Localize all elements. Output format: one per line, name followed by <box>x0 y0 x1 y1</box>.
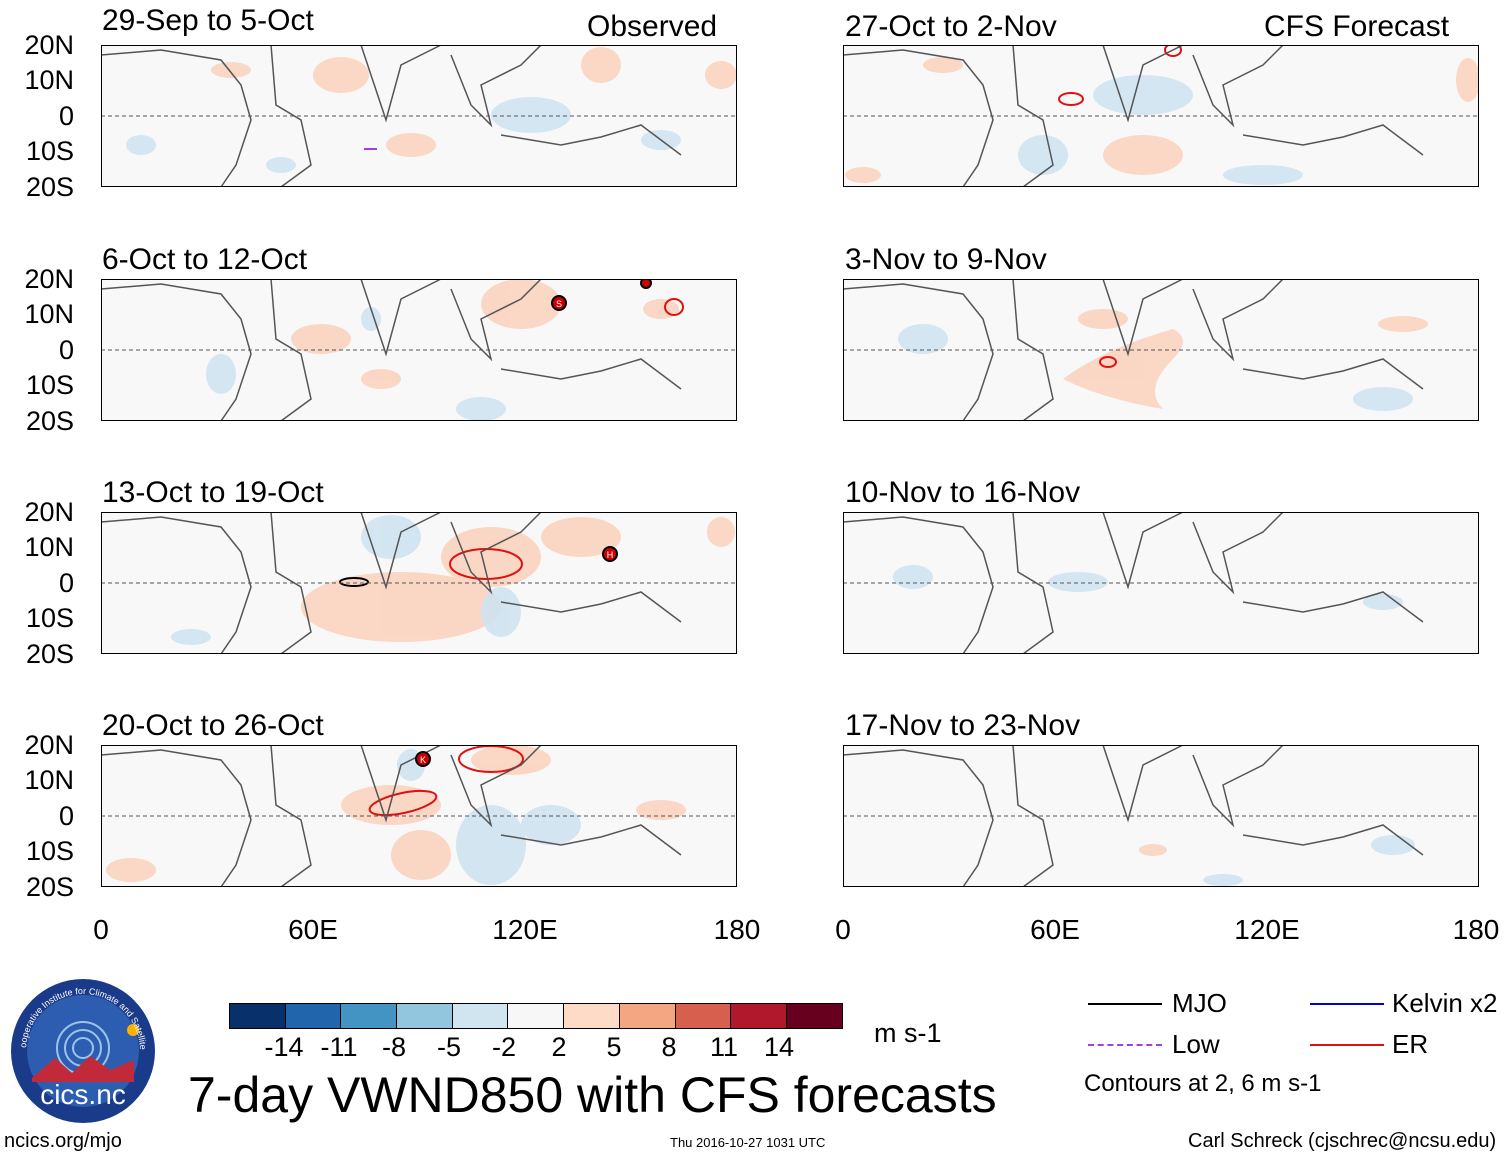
y-tick-row4-0: 20N <box>24 730 74 760</box>
colorbar-segment <box>452 1004 509 1028</box>
colorbar-segment <box>397 1004 453 1028</box>
colorbar-segment <box>619 1004 676 1028</box>
legend-er-label: ER <box>1392 1029 1429 1059</box>
svg-text:H: H <box>607 550 614 560</box>
colorbar-label: -14 <box>264 1032 304 1062</box>
y-tick-row3-4: 20S <box>25 639 74 669</box>
panel-title-obs-1: 29-Sep to 5-Oct <box>102 4 314 37</box>
panel-title-obs-4: 20-Oct to 26-Oct <box>102 709 324 742</box>
y-tick-row3-2: 0 <box>58 568 74 598</box>
svg-text:cics.nc: cics.nc <box>40 1079 126 1110</box>
forecast-label: CFS Forecast <box>1264 10 1450 43</box>
x-tick-obs-60e: 60E <box>288 914 338 945</box>
map-panel-obs-1 <box>101 45 737 187</box>
legend-kelvin-line <box>1310 1003 1384 1005</box>
map-panel-fc-4 <box>843 745 1479 887</box>
map-panel-fc-2 <box>843 279 1479 421</box>
panel-title-fc-4: 17-Nov to 23-Nov <box>845 709 1081 742</box>
storm-marker-H: H <box>602 546 618 562</box>
y-tick-row4-1: 10N <box>24 765 74 795</box>
map-panel-fc-1 <box>843 45 1479 187</box>
colorbar-label: -8 <box>381 1032 407 1062</box>
map-panel-fc-3 <box>843 512 1479 654</box>
colorbar-label: 14 <box>763 1032 795 1062</box>
x-tick-obs-180: 180 <box>713 914 761 945</box>
y-tick-row4-3: 10S <box>25 836 74 866</box>
panel-title-fc-3: 10-Nov to 16-Nov <box>845 476 1081 509</box>
footer-timestamp: Thu 2016-10-27 1031 UTC <box>670 1135 826 1150</box>
x-tick-fc-60e: 60E <box>1030 914 1080 945</box>
colorbar-label: -5 <box>436 1032 462 1062</box>
footer-url[interactable]: ncics.org/mjo <box>4 1130 122 1152</box>
colorbar-label: -11 <box>320 1032 358 1062</box>
map-panel-obs-4: K <box>101 745 737 887</box>
y-tick-row3-0: 20N <box>24 497 74 527</box>
colorbar-units: m s-1 <box>874 1018 942 1048</box>
colorbar-label: 11 <box>709 1032 739 1062</box>
colorbar-segment <box>341 1004 398 1028</box>
x-tick-fc-0: 0 <box>835 914 851 945</box>
y-tick-row1-4: 20S <box>25 172 74 202</box>
colorbar-label: 2 <box>551 1032 567 1062</box>
y-tick-row4-2: 0 <box>58 801 74 831</box>
y-tick-row2-2: 0 <box>58 335 74 365</box>
legend-contours-note: Contours at 2, 6 m s-1 <box>1084 1070 1322 1097</box>
legend-mjo-line <box>1088 1003 1162 1005</box>
x-tick-obs-120e: 120E <box>492 914 558 945</box>
colorbar-segment <box>285 1004 342 1028</box>
legend-kelvin-label: Kelvin x2 <box>1392 988 1498 1018</box>
y-tick-row1-3: 10S <box>25 136 74 166</box>
legend-low-line <box>1088 1044 1162 1046</box>
colorbar <box>229 1003 843 1029</box>
panel-title-fc-2: 3-Nov to 9-Nov <box>845 243 1047 276</box>
panel-title-obs-3: 13-Oct to 19-Oct <box>102 476 324 509</box>
y-tick-row1-1: 10N <box>24 65 74 95</box>
legend-er-line <box>1310 1044 1384 1046</box>
legend-mjo-label: MJO <box>1172 988 1227 1018</box>
panel-title-obs-2: 6-Oct to 12-Oct <box>102 243 308 276</box>
map-panel-obs-2: S <box>101 279 737 421</box>
y-tick-row3-3: 10S <box>25 603 74 633</box>
footer-author: Carl Schreck (cjschrec@ncsu.edu) <box>1188 1130 1497 1152</box>
colorbar-segment <box>675 1004 732 1028</box>
legend-low-label: Low <box>1172 1029 1220 1059</box>
y-tick-row2-4: 20S <box>25 406 74 436</box>
storm-marker-S: S <box>551 295 567 311</box>
svg-text:K: K <box>420 755 426 765</box>
colorbar-segment <box>564 1004 620 1028</box>
y-tick-row1-2: 0 <box>58 101 74 131</box>
colorbar-segment <box>230 1004 286 1028</box>
colorbar-label: 8 <box>661 1032 677 1062</box>
main-title: 7-day VWND850 with CFS forecasts <box>188 1067 997 1123</box>
colorbar-label: 5 <box>606 1032 622 1062</box>
x-tick-fc-180: 180 <box>1452 914 1500 945</box>
colorbar-segment <box>731 1004 787 1028</box>
x-tick-fc-120e: 120E <box>1234 914 1300 945</box>
panel-title-fc-1: 27-Oct to 2-Nov <box>845 10 1057 43</box>
y-tick-row2-3: 10S <box>25 370 74 400</box>
svg-text:S: S <box>556 299 562 309</box>
x-tick-obs-0: 0 <box>93 914 109 945</box>
cics-logo: cics.nc Cooperative Institute for Climat… <box>10 978 155 1123</box>
map-panel-obs-3: H <box>101 512 737 654</box>
observed-label: Observed <box>587 10 718 43</box>
colorbar-segment <box>786 1004 842 1028</box>
y-tick-row3-1: 10N <box>24 532 74 562</box>
colorbar-label: -2 <box>491 1032 517 1062</box>
y-tick-row1-0: 20N <box>24 30 74 60</box>
y-tick-row2-0: 20N <box>24 264 74 294</box>
y-tick-row4-4: 20S <box>25 872 74 902</box>
storm-marker-K: K <box>415 751 431 767</box>
y-tick-row2-1: 10N <box>24 299 74 329</box>
colorbar-segment <box>508 1004 565 1028</box>
